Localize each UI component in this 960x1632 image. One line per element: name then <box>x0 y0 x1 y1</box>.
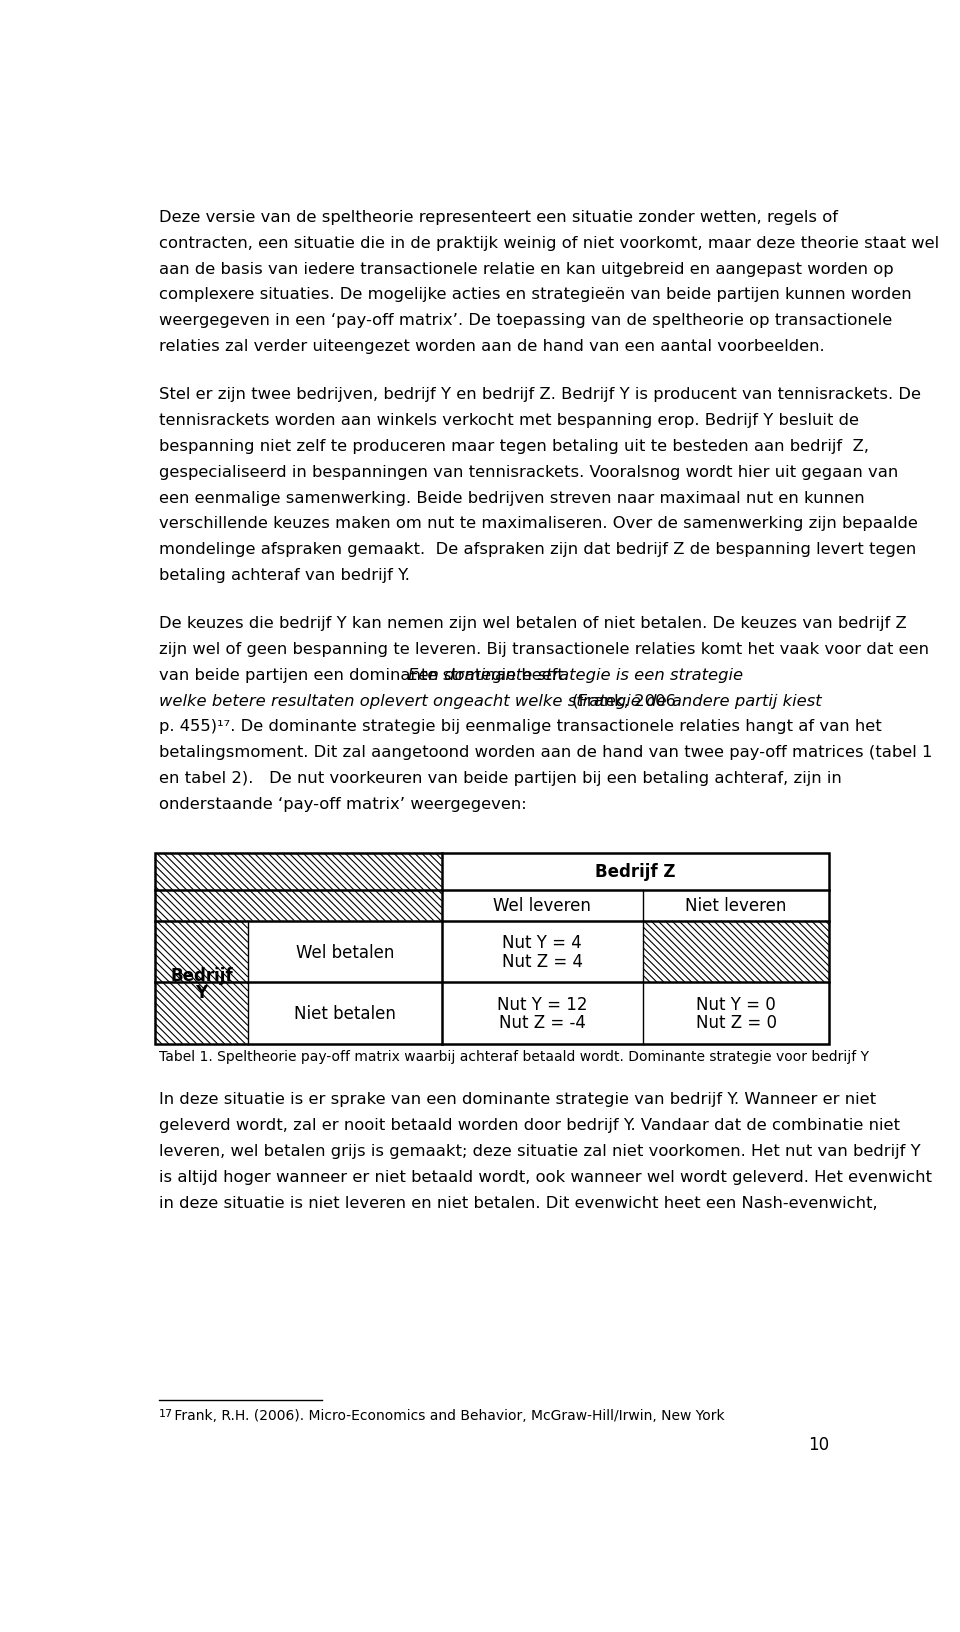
Text: Deze versie van de speltheorie representeert een situatie zonder wetten, regels : Deze versie van de speltheorie represent… <box>158 209 838 225</box>
Text: zijn wel of geen bespanning te leveren. Bij transactionele relaties komt het vaa: zijn wel of geen bespanning te leveren. … <box>158 641 928 656</box>
Text: Stel er zijn twee bedrijven, bedrijf Y en bedrijf Z. Bedrijf Y is producent van : Stel er zijn twee bedrijven, bedrijf Y e… <box>158 387 921 401</box>
Text: geleverd wordt, zal er nooit betaald worden door bedrijf Y. Vandaar dat de combi: geleverd wordt, zal er nooit betaald wor… <box>158 1118 900 1133</box>
Text: p. 455)¹⁷. De dominante strategie bij eenmalige transactionele relaties hangt af: p. 455)¹⁷. De dominante strategie bij ee… <box>158 720 881 734</box>
Text: Nut Y = 0: Nut Y = 0 <box>696 996 776 1013</box>
Text: een eenmalige samenwerking. Beide bedrijven streven naar maximaal nut en kunnen: een eenmalige samenwerking. Beide bedrij… <box>158 490 864 506</box>
Text: leveren, wel betalen grijs is gemaakt; deze situatie zal niet voorkomen. Het nut: leveren, wel betalen grijs is gemaakt; d… <box>158 1144 921 1159</box>
Bar <box>155 854 442 920</box>
Text: tennisrackets worden aan winkels verkocht met bespanning erop. Bedrijf Y besluit: tennisrackets worden aan winkels verkoch… <box>158 413 859 428</box>
Text: Y: Y <box>195 982 207 1000</box>
Text: bespanning niet zelf te produceren maar tegen betaling uit te besteden aan bedri: bespanning niet zelf te produceren maar … <box>158 439 869 454</box>
Bar <box>155 854 829 1044</box>
Text: aan de basis van iedere transactionele relatie en kan uitgebreid en aangepast wo: aan de basis van iedere transactionele r… <box>158 261 894 276</box>
Text: Nut Z = -4: Nut Z = -4 <box>499 1013 586 1031</box>
Text: 10: 10 <box>808 1435 829 1452</box>
Text: van beide partijen een dominante strategie heeft.: van beide partijen een dominante strateg… <box>158 667 574 682</box>
Text: Nut Y = 4: Nut Y = 4 <box>502 934 583 951</box>
Bar <box>155 920 248 1044</box>
Text: Wel leveren: Wel leveren <box>493 898 591 916</box>
Text: Nut Z = 4: Nut Z = 4 <box>502 951 583 969</box>
Text: mondelinge afspraken gemaakt.  De afspraken zijn dat bedrijf Z de bespanning lev: mondelinge afspraken gemaakt. De afsprak… <box>158 542 916 557</box>
Text: (Frank, 2006: (Frank, 2006 <box>567 694 676 708</box>
Text: en tabel 2).   De nut voorkeuren van beide partijen bij een betaling achteraf, z: en tabel 2). De nut voorkeuren van beide… <box>158 770 842 785</box>
Text: welke betere resultaten oplevert ongeacht welke strategie de andere partij kiest: welke betere resultaten oplevert ongeach… <box>158 694 822 708</box>
Text: is altijd hoger wanneer er niet betaald wordt, ook wanneer wel wordt geleverd. H: is altijd hoger wanneer er niet betaald … <box>158 1169 932 1185</box>
Text: weergegeven in een ‘pay-off matrix’. De toepassing van de speltheorie op transac: weergegeven in een ‘pay-off matrix’. De … <box>158 313 892 328</box>
Text: contracten, een situatie die in de praktijk weinig of niet voorkomt, maar deze t: contracten, een situatie die in de prakt… <box>158 235 939 251</box>
Text: Bedrijf: Bedrijf <box>170 966 232 984</box>
Bar <box>643 920 829 982</box>
Text: Nut Z = 0: Nut Z = 0 <box>696 1013 777 1031</box>
Text: gespecialiseerd in bespanningen van tennisrackets. Vooralsnog wordt hier uit geg: gespecialiseerd in bespanningen van tenn… <box>158 465 898 480</box>
Bar <box>155 854 829 1044</box>
Text: Wel betalen: Wel betalen <box>296 943 394 961</box>
Text: 17: 17 <box>158 1408 173 1418</box>
Text: Nut Y = 12: Nut Y = 12 <box>497 996 588 1013</box>
Text: Een dominante strategie is een strategie: Een dominante strategie is een strategie <box>408 667 743 682</box>
Text: in deze situatie is niet leveren en niet betalen. Dit evenwicht heet een Nash-ev: in deze situatie is niet leveren en niet… <box>158 1195 877 1209</box>
Text: De keuzes die bedrijf Y kan nemen zijn wel betalen of niet betalen. De keuzes va: De keuzes die bedrijf Y kan nemen zijn w… <box>158 615 906 630</box>
Text: In deze situatie is er sprake van een dominante strategie van bedrijf Y. Wanneer: In deze situatie is er sprake van een do… <box>158 1092 876 1106</box>
Text: relaties zal verder uiteengezet worden aan de hand van een aantal voorbeelden.: relaties zal verder uiteengezet worden a… <box>158 339 825 354</box>
Text: verschillende keuzes maken om nut te maximaliseren. Over de samenwerking zijn be: verschillende keuzes maken om nut te max… <box>158 516 918 530</box>
Text: onderstaande ‘pay-off matrix’ weergegeven:: onderstaande ‘pay-off matrix’ weergegeve… <box>158 796 526 811</box>
Text: betalingsmoment. Dit zal aangetoond worden aan de hand van twee pay-off matrices: betalingsmoment. Dit zal aangetoond word… <box>158 744 932 761</box>
Text: Niet betalen: Niet betalen <box>294 1005 396 1023</box>
Text: Niet leveren: Niet leveren <box>685 898 787 916</box>
Text: betaling achteraf van bedrijf Y.: betaling achteraf van bedrijf Y. <box>158 568 410 583</box>
Text: Frank, R.H. (2006). Micro-Economics and Behavior, McGraw-Hill/Irwin, New York: Frank, R.H. (2006). Micro-Economics and … <box>170 1408 724 1421</box>
Text: Bedrijf Z: Bedrijf Z <box>595 863 676 881</box>
Text: Tabel 1. Speltheorie pay-off matrix waarbij achteraf betaald wordt. Dominante st: Tabel 1. Speltheorie pay-off matrix waar… <box>158 1049 869 1062</box>
Text: complexere situaties. De mogelijke acties en strategieën van beide partijen kunn: complexere situaties. De mogelijke actie… <box>158 287 911 302</box>
